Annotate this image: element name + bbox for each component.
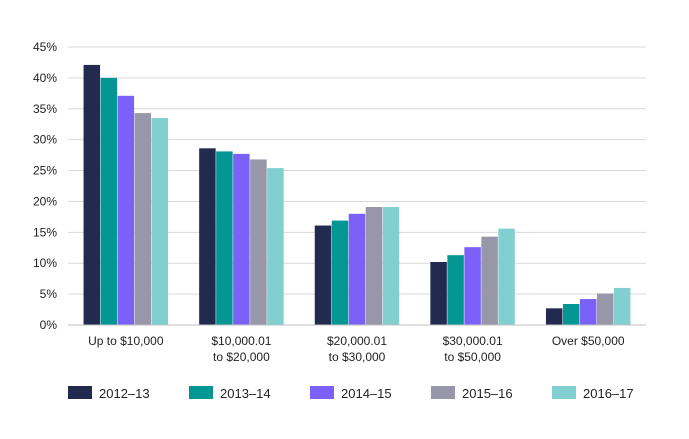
legend-label: 2014–15	[341, 386, 392, 401]
y-tick-label: 30%	[33, 133, 57, 147]
legend: 2012–13 2013–14 2014–15 2015–16 2016–17	[68, 386, 634, 401]
y-tick-label: 15%	[33, 225, 57, 239]
bar	[233, 153, 250, 325]
bar	[267, 168, 284, 325]
legend-swatch	[68, 386, 92, 399]
x-tick-label: Over $50,000	[552, 334, 625, 348]
bar	[447, 255, 464, 325]
bar	[545, 308, 563, 325]
x-tick-label-line: $10,000.01	[211, 334, 271, 348]
x-tick-label: $20,000.01 to $30,000	[327, 334, 387, 364]
y-tick-label: 0%	[40, 318, 58, 332]
y-axis: 0% 5% 10% 15% 20% 25% 30% 35% 40% 45%	[33, 40, 57, 332]
legend-label: 2016–17	[583, 386, 634, 401]
x-tick-label-line: to $20,000	[213, 350, 270, 364]
legend-label: 2013–14	[220, 386, 271, 401]
x-tick-label: $30,000.01 to $50,000	[443, 334, 503, 364]
y-tick-label: 25%	[33, 164, 57, 178]
bar	[430, 261, 447, 325]
bar	[250, 159, 267, 325]
bar	[579, 299, 597, 325]
legend-item: 2013–14	[189, 386, 271, 401]
legend-swatch	[310, 386, 334, 399]
y-tick-label: 35%	[33, 102, 57, 116]
legend-label: 2015–16	[462, 386, 513, 401]
legend-item: 2012–13	[68, 386, 150, 401]
bar	[613, 287, 631, 325]
y-tick-label: 10%	[33, 256, 57, 270]
y-tick-label: 45%	[33, 40, 57, 54]
bar	[100, 77, 118, 325]
y-tick-label: 40%	[33, 71, 57, 85]
bar	[151, 118, 169, 326]
y-tick-label: 5%	[40, 287, 58, 301]
x-tick-label: Up to $10,000	[88, 334, 164, 348]
legend-swatch	[552, 386, 576, 399]
y-tick-label: 20%	[33, 194, 57, 208]
bar	[134, 113, 152, 325]
x-tick-label-line: $20,000.01	[327, 334, 387, 348]
x-tick-label-line: to $50,000	[444, 350, 501, 364]
legend-item: 2015–16	[431, 386, 513, 401]
bar	[83, 64, 101, 325]
bar	[498, 228, 515, 325]
x-tick-label-line: Over $50,000	[552, 334, 625, 348]
bar	[331, 220, 349, 325]
bar	[348, 213, 366, 325]
bars	[83, 64, 631, 326]
bar	[365, 207, 383, 325]
legend-swatch	[189, 386, 213, 399]
x-axis: Up to $10,000 $10,000.01 to $20,000 $20,000…	[88, 334, 625, 364]
x-tick-label-line: Up to $10,000	[88, 334, 164, 348]
bar	[596, 293, 614, 325]
legend-label: 2012–13	[99, 386, 150, 401]
legend-swatch	[431, 386, 455, 399]
bar	[199, 148, 216, 325]
bar	[117, 95, 135, 325]
bar	[216, 151, 233, 325]
bar	[481, 236, 498, 325]
x-tick-label-line: to $30,000	[329, 350, 386, 364]
legend-item: 2014–15	[310, 386, 392, 401]
bar	[464, 247, 481, 325]
x-tick-label-line: $30,000.01	[443, 334, 503, 348]
x-tick-label: $10,000.01 to $20,000	[211, 334, 271, 364]
legend-item: 2016–17	[552, 386, 634, 401]
bar	[314, 225, 332, 325]
bar	[562, 303, 580, 325]
bar	[382, 207, 400, 325]
